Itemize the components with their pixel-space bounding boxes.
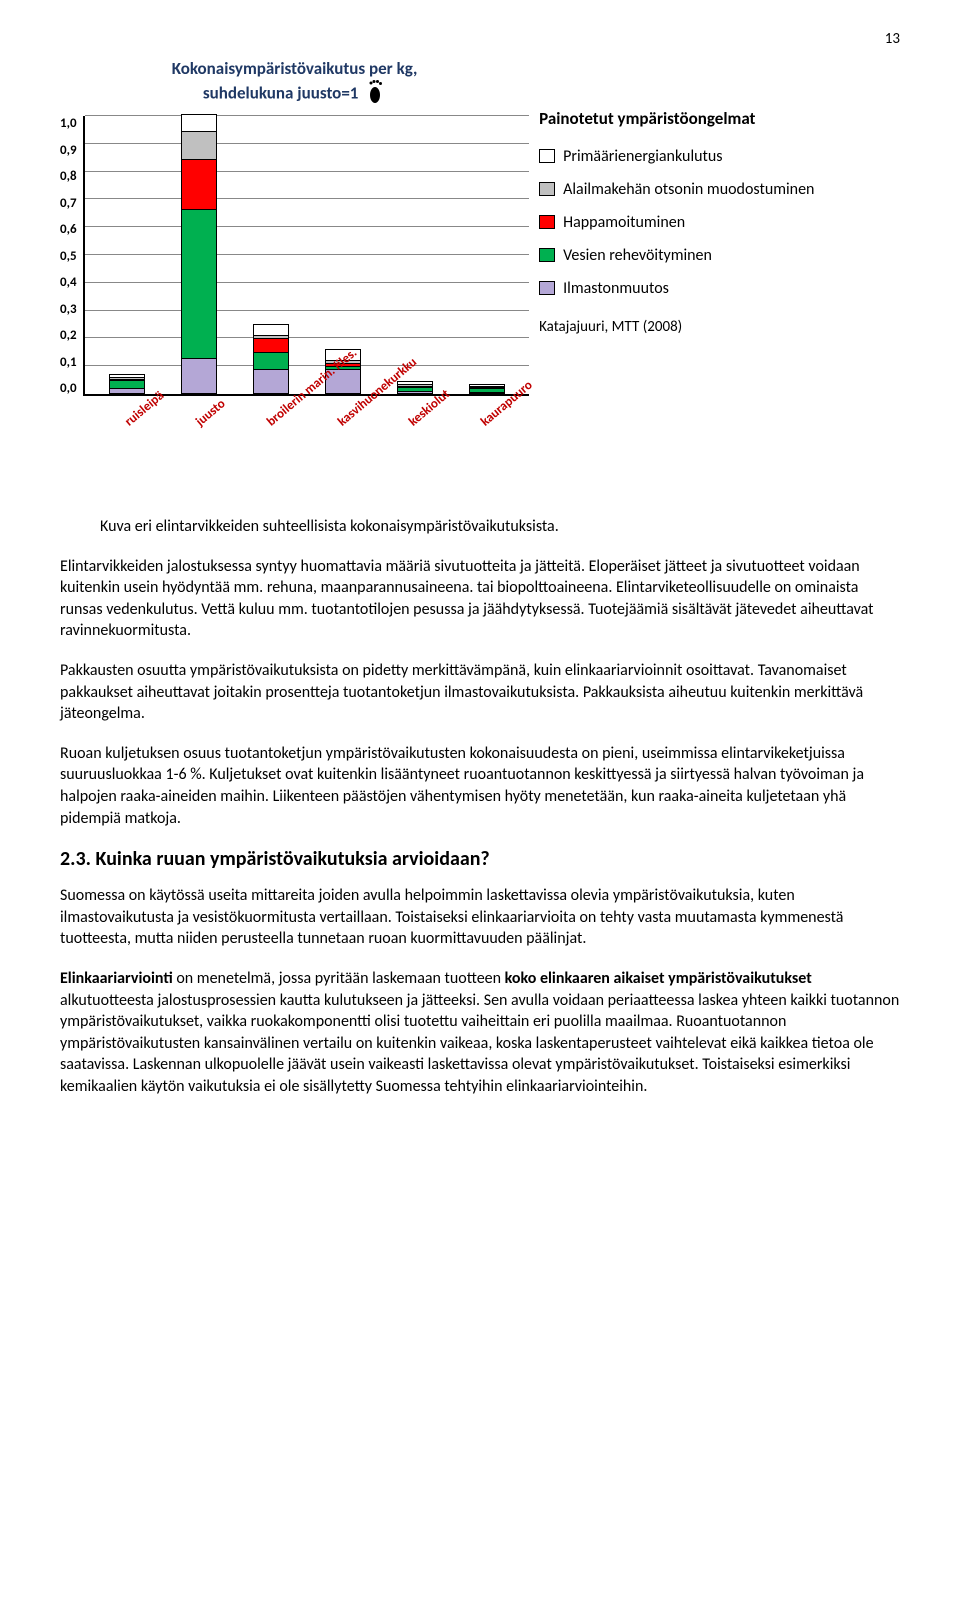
legend-swatch	[539, 248, 555, 262]
x-tick-label: ruisleipä	[122, 395, 159, 430]
bar-segment	[109, 380, 145, 388]
body-paragraph: Ruoan kuljetuksen osuus tuotantoketjun y…	[60, 743, 900, 829]
y-tick-label: 0,1	[60, 355, 77, 370]
legend-item: Alailmakehän otsonin muodostuminen	[539, 180, 900, 199]
x-tick-label: kaurapuuro	[478, 395, 515, 430]
legend-label: Happamoituminen	[563, 213, 685, 232]
chart-title: Kokonaisympäristövaikutus per kg, suhdel…	[60, 58, 529, 110]
legend-item: Vesien rehevöityminen	[539, 246, 900, 265]
bar-segment	[253, 352, 289, 369]
y-tick-label: 0,6	[60, 222, 77, 237]
chart-source: Katajajuuri, MTT (2008)	[539, 318, 900, 336]
bar	[181, 114, 217, 394]
bar-segment	[181, 159, 217, 209]
legend-swatch	[539, 149, 555, 163]
bar-segment	[469, 392, 505, 394]
bar	[253, 324, 289, 394]
bar-segment	[253, 338, 289, 352]
x-tick-label: broilerin marin. files.	[264, 395, 301, 430]
legend-title: Painotetut ympäristöongelmat	[539, 108, 900, 129]
y-tick-label: 0,5	[60, 249, 77, 264]
chart-figure: Kokonaisympäristövaikutus per kg, suhdel…	[60, 58, 900, 486]
x-tick-label: juusto	[193, 395, 230, 430]
y-tick-label: 0,9	[60, 143, 77, 158]
y-tick-label: 0,2	[60, 328, 77, 343]
legend-swatch	[539, 182, 555, 196]
bar	[469, 384, 505, 394]
legend-item: Ilmastonmuutos	[539, 279, 900, 298]
bar-segment	[181, 358, 217, 394]
page-number: 13	[60, 30, 900, 48]
legend-label: Vesien rehevöityminen	[563, 246, 712, 265]
bar-segment	[253, 324, 289, 335]
chart-title-line1: Kokonaisympäristövaikutus per kg,	[172, 58, 418, 79]
y-tick-label: 0,7	[60, 196, 77, 211]
bar	[109, 374, 145, 394]
legend-label: Primäärienergiankulutus	[563, 147, 722, 166]
legend-item: Primäärienergiankulutus	[539, 147, 900, 166]
bar-segment	[397, 391, 433, 394]
legend-label: Ilmastonmuutos	[563, 279, 669, 298]
y-tick-label: 0,8	[60, 169, 77, 184]
bold-term: koko elinkaaren aikaiset ympäristövaikut…	[505, 969, 812, 988]
y-tick-label: 1,0	[60, 116, 77, 131]
y-tick-label: 0,4	[60, 275, 77, 290]
chart-title-line2: suhdelukuna juusto=1	[203, 83, 359, 104]
bar-segment	[181, 209, 217, 357]
body-text: alkutuotteesta jalostusprosessien kautta…	[60, 991, 899, 1096]
body-paragraph: Suomessa on käytössä useita mittareita j…	[60, 885, 900, 950]
figure-caption: Kuva eri elintarvikkeiden suhteellisista…	[60, 516, 900, 538]
chart-plot	[83, 116, 530, 396]
bar-segment	[253, 369, 289, 394]
body-paragraph: Pakkausten osuutta ympäristövaikutuksist…	[60, 660, 900, 725]
legend-swatch	[539, 215, 555, 229]
bar-segment	[181, 114, 217, 131]
legend: Primäärienergiankulutus Alailmakehän otso…	[539, 147, 900, 298]
footprint-icon	[368, 79, 386, 110]
x-tick-label: keskiolut	[406, 395, 443, 430]
legend-item: Happamoituminen	[539, 213, 900, 232]
bar	[397, 381, 433, 394]
section-heading: 2.3. Kuinka ruuan ympäristövaikutuksia a…	[60, 847, 900, 871]
bold-term: Elinkaariarviointi	[60, 969, 173, 988]
legend-label: Alailmakehän otsonin muodostuminen	[563, 180, 814, 199]
y-axis: 1,0 0,9 0,8 0,7 0,6 0,5 0,4 0,3 0,2 0,1 0,0	[60, 116, 83, 396]
body-paragraph: Elinkaariarviointi on menetelmä, jossa p…	[60, 968, 900, 1098]
y-tick-label: 0,0	[60, 381, 77, 396]
x-axis-labels: ruisleipäjuustobroilerin marin. files.ka…	[90, 396, 529, 415]
y-tick-label: 0,3	[60, 302, 77, 317]
bar-segment	[181, 131, 217, 159]
legend-swatch	[539, 281, 555, 295]
x-tick-label: kasvihuonekurkku	[335, 395, 372, 430]
body-paragraph: Elintarvikkeiden jalostuksessa syntyy hu…	[60, 556, 900, 642]
bar-segment	[109, 388, 145, 394]
body-text: on menetelmä, jossa pyritään laskemaan t…	[173, 969, 505, 988]
